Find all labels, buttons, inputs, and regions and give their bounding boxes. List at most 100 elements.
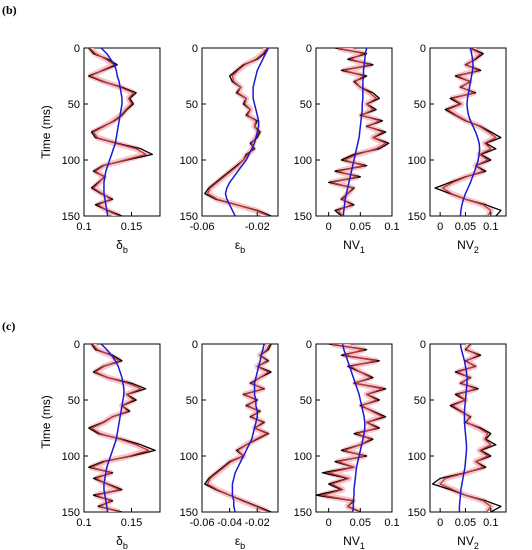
y-tick-label: 150 (180, 211, 198, 223)
y-tick-label: 50 (414, 395, 426, 407)
x-tick-label: 0 (326, 221, 332, 233)
series-line-blue (100, 344, 125, 512)
x-axis-label-c-3: NV1 (343, 534, 365, 550)
series-line-red (89, 48, 147, 216)
series-group (204, 344, 273, 512)
x-tick-label: -0.02 (245, 221, 270, 233)
series-line-blue (459, 48, 481, 216)
y-tick-label: 0 (74, 339, 80, 351)
y-tick-label: 150 (180, 507, 198, 519)
y-tick-label: 100 (408, 451, 426, 463)
series-line-black (431, 344, 502, 512)
y-tick-label: 150 (408, 211, 426, 223)
series-line-black (328, 48, 390, 216)
y-tick-label: 50 (186, 395, 198, 407)
y-tick-label: 0 (420, 43, 426, 55)
series-line-red (90, 344, 150, 512)
y-tick-label: 150 (62, 211, 80, 223)
series-line-red (439, 344, 492, 512)
y-tick-label: 150 (408, 507, 426, 519)
subplot-b-3: 0 50 100 150 0 0.05 0.1 NV1 (294, 43, 400, 255)
panel-label-c: (c) (2, 319, 15, 333)
y-tick-label: 100 (180, 155, 198, 167)
x-tick-label: -0.06 (189, 221, 214, 233)
x-axis-label-b-2: εb (235, 238, 245, 255)
y-tick-label: 100 (408, 155, 426, 167)
x-axis-label-b-3: NV1 (343, 238, 365, 255)
series-group (328, 48, 390, 216)
series-line-blue (341, 344, 366, 512)
series-line-red (206, 48, 269, 216)
series-line-black (204, 48, 272, 216)
x-tick-label: 0.15 (121, 517, 142, 529)
x-axis-label-c-4: NV2 (457, 534, 479, 550)
series-group (316, 344, 387, 512)
x-tick-label: 0 (437, 517, 443, 529)
y-tick-label: 0 (306, 339, 312, 351)
x-tick-label: -0.06 (189, 517, 214, 529)
y-tick-label: 150 (62, 507, 80, 519)
x-tick-label: 0.1 (384, 517, 399, 529)
y-tick-label: 0 (74, 43, 80, 55)
panel-label-b: (b) (2, 3, 17, 17)
y-tick-label: 50 (186, 99, 198, 111)
series-group (204, 48, 272, 216)
y-tick-label: 50 (68, 395, 80, 407)
x-tick-label: 0.05 (455, 517, 476, 529)
x-tick-label: 0.05 (350, 517, 371, 529)
y-tick-label: 50 (300, 99, 312, 111)
x-tick-label: 0 (437, 221, 443, 233)
series-line-blue (224, 48, 270, 216)
y-tick-label: 50 (414, 99, 426, 111)
series-line-red (321, 344, 384, 512)
x-tick-label: 0 (326, 517, 332, 529)
subplot-c-4: 0 50 100 150 0 0.05 0.1 NV2 (408, 339, 507, 550)
y-tick-label: 150 (294, 507, 312, 519)
series-line-black (434, 48, 502, 216)
y-tick-label: 150 (294, 211, 312, 223)
x-axis-label-b-1: δb (116, 238, 128, 255)
x-tick-label: 0.1 (76, 221, 91, 233)
y-tick-label: 0 (192, 339, 198, 351)
series-group (88, 344, 156, 512)
x-axis-label-b-4: NV2 (457, 238, 479, 255)
series-group (87, 48, 154, 216)
series-line-blue (342, 48, 368, 216)
x-tick-label: 0.15 (121, 221, 142, 233)
x-tick-label: 0.1 (483, 517, 498, 529)
y-tick-label: 100 (62, 451, 80, 463)
y-tick-label: 0 (306, 43, 312, 55)
x-tick-label: 0.1 (483, 221, 498, 233)
y-tick-label: 0 (192, 43, 198, 55)
x-tick-label: 0.05 (455, 221, 476, 233)
y-tick-label: 100 (180, 451, 198, 463)
series-line-blue (231, 344, 265, 512)
x-tick-label: -0.04 (217, 517, 242, 529)
subplot-b-4: 0 50 100 150 0 0.05 0.1 NV2 (408, 43, 507, 255)
y-tick-label: 100 (294, 451, 312, 463)
series-line-red (442, 48, 497, 216)
series-line-blue (458, 344, 468, 512)
series-line-blue (100, 48, 123, 216)
y-tick-label: 0 (420, 339, 426, 351)
x-axis-label-c-2: εb (235, 534, 245, 550)
subplot-c-3: 0 50 100 150 0 0.05 0.1 NV1 (294, 339, 400, 550)
y-tick-label: 50 (68, 99, 80, 111)
x-axis-label-c-1: δb (116, 534, 128, 550)
series-group (431, 344, 502, 512)
x-tick-label: 0.1 (384, 221, 399, 233)
x-tick-label: 0.1 (76, 517, 91, 529)
y-tick-label: 100 (62, 155, 80, 167)
y-axis-label-c: Time (ms) (39, 395, 53, 449)
series-group (434, 48, 502, 216)
y-tick-label: 100 (294, 155, 312, 167)
series-line-black (88, 48, 154, 216)
x-tick-label: 0.05 (350, 221, 371, 233)
